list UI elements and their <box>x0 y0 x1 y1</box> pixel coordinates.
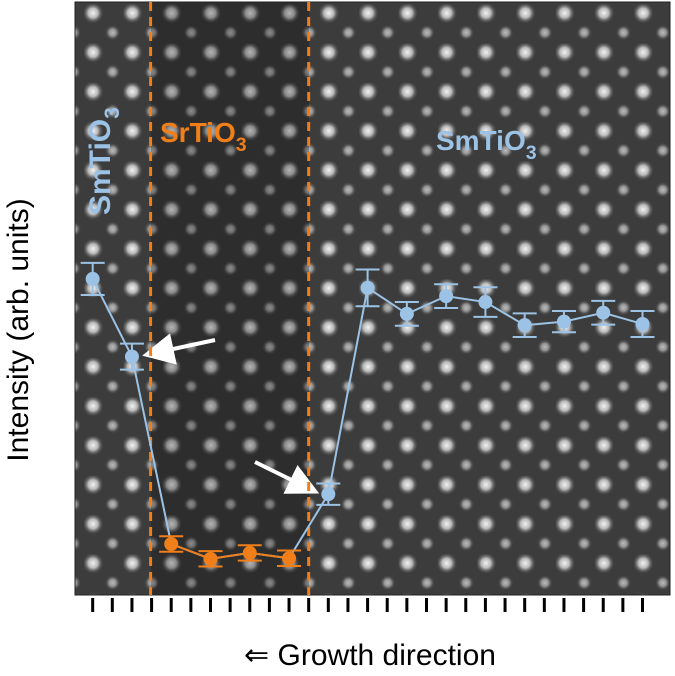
layer-label: SmTiO3 <box>84 107 124 215</box>
layer-label: SrTiO3 <box>160 117 247 156</box>
stem-image <box>75 2 670 595</box>
layer-label-text: SmTiO <box>436 125 526 156</box>
plot-frame <box>74 1 671 596</box>
layer-label-text: SrTiO <box>160 117 236 148</box>
data-point <box>321 487 336 502</box>
x-axis-label: ⇐ Growth direction <box>244 639 496 671</box>
arrow <box>254 460 320 494</box>
data-point <box>596 305 611 320</box>
data-point <box>242 545 257 560</box>
layer-label-sub: 3 <box>526 142 537 164</box>
data-point <box>399 306 414 321</box>
layer-label-text: SmTiO <box>84 119 117 215</box>
data-point <box>517 318 532 333</box>
layer-label-sub: 3 <box>101 107 124 119</box>
data-point <box>282 551 297 566</box>
data-point <box>124 349 139 364</box>
arrow <box>142 333 216 365</box>
layer-label: SmTiO3 <box>436 125 537 164</box>
data-point <box>635 316 650 331</box>
data-point <box>85 271 100 286</box>
data-point <box>164 537 179 552</box>
data-point <box>203 551 218 566</box>
y-axis-label: Intensity (arb. units) <box>2 198 35 461</box>
data-point <box>439 289 454 304</box>
layer-label-sub: 3 <box>236 134 247 156</box>
data-point <box>360 280 375 295</box>
sto-region <box>151 2 309 595</box>
data-point <box>478 295 493 310</box>
profile-line-sto <box>170 543 290 560</box>
data-point <box>556 314 571 329</box>
